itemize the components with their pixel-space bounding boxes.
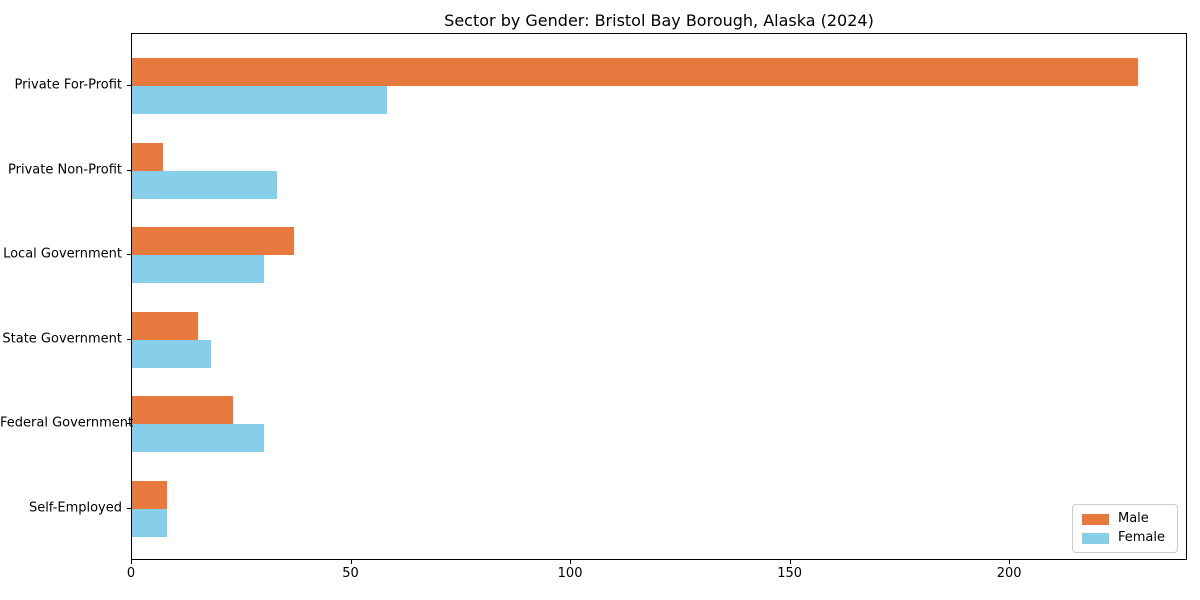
x-tick-label-150: 150 [777, 566, 803, 581]
y-tick-mark [127, 339, 131, 340]
bar-male-private-non-profit [132, 142, 163, 171]
y-tick-mark [127, 423, 131, 424]
legend-label-female: Female [1117, 530, 1165, 545]
y-tick-mark [127, 170, 131, 171]
y-tick-label-local-government: Local Government [3, 246, 122, 262]
x-tick-mark [570, 560, 571, 564]
chart-title: Sector by Gender: Bristol Bay Borough, A… [444, 11, 874, 30]
bar-female-self-employed [132, 508, 167, 537]
bar-female-federal-government [132, 424, 264, 453]
x-tick-mark [790, 560, 791, 564]
y-tick-label-private-non-profit: Private Non-Profit [8, 162, 122, 178]
y-tick-label-federal-government: Federal Government [0, 415, 134, 431]
bar-male-self-employed [132, 480, 167, 509]
y-tick-mark [127, 85, 131, 86]
x-tick-label-0: 0 [126, 566, 136, 581]
y-tick-label-state-government: State Government [2, 331, 122, 347]
bar-female-private-for-profit [132, 86, 387, 115]
legend-item-male: Male [1081, 511, 1165, 526]
x-tick-label-50: 50 [342, 566, 359, 581]
bar-male-federal-government [132, 396, 233, 425]
legend-swatch-male [1081, 513, 1109, 525]
x-tick-mark [1009, 560, 1010, 564]
x-tick-label-100: 100 [557, 566, 583, 581]
bar-male-private-for-profit [132, 58, 1138, 87]
legend-swatch-female [1081, 532, 1109, 544]
bar-male-state-government [132, 311, 198, 340]
bar-female-state-government [132, 339, 211, 368]
bar-female-local-government [132, 255, 264, 284]
legend-item-female: Female [1081, 530, 1165, 545]
y-tick-label-private-for-profit: Private For-Profit [14, 77, 122, 93]
legend-label-male: Male [1117, 511, 1149, 526]
bar-male-local-government [132, 227, 294, 256]
y-tick-mark [127, 508, 131, 509]
legend: Male Female [1071, 504, 1178, 553]
y-tick-mark [127, 254, 131, 255]
x-tick-mark [351, 560, 352, 564]
x-tick-mark [131, 560, 132, 564]
x-tick-label-200: 200 [996, 566, 1022, 581]
y-tick-label-self-employed: Self-Employed [28, 500, 122, 516]
bar-female-private-non-profit [132, 170, 277, 199]
plot-area: Male Female [131, 33, 1187, 560]
